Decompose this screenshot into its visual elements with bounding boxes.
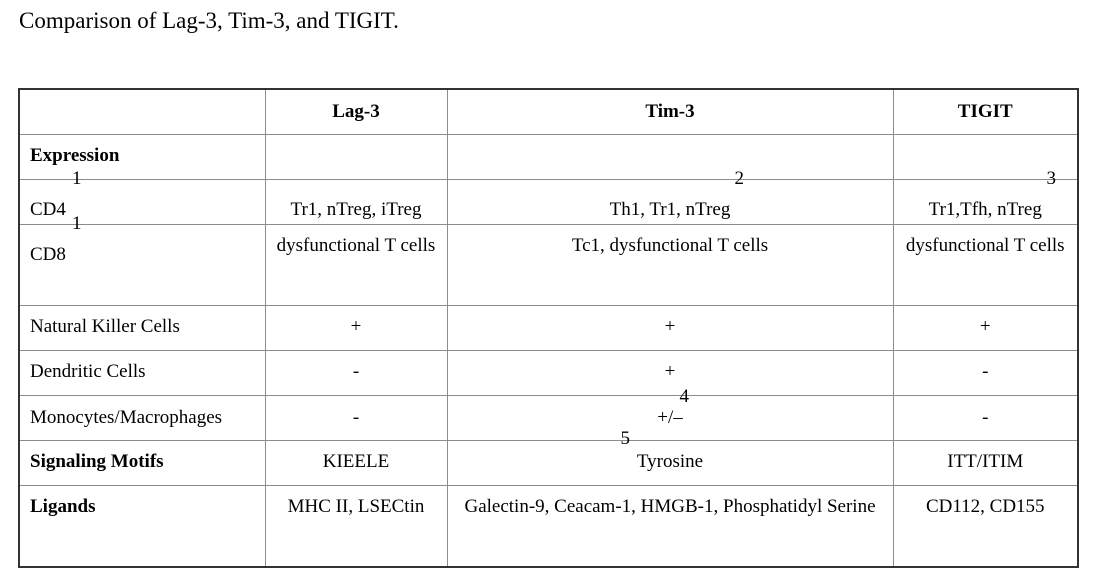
footnote-marker: 1 — [72, 168, 82, 189]
table-row: 1 CD8 dysfunctional T cells Tc1, dysfunc… — [18, 214, 1079, 306]
table-cell: Tr1, nTreg, iTreg — [264, 179, 448, 225]
table-caption: Comparison of Lag-3, Tim-3, and TIGIT. — [19, 8, 399, 33]
row-label-signaling-motifs: Signaling Motifs — [18, 440, 266, 486]
table-cell: MHC II, LSECtin — [264, 485, 448, 568]
row-label-ligands: Ligands — [18, 485, 266, 568]
table-cell: Galectin-9, Ceacam-1, HMGB-1, Phosphatid… — [446, 485, 894, 568]
table-cell: + — [446, 350, 894, 396]
table-row: 1 CD4 Tr1, nTreg, iTreg 2 Th1, Tr1, nTre… — [18, 169, 1079, 225]
table-cell: CD112, CD155 — [892, 485, 1079, 568]
table-cell: 4 +/– — [446, 387, 894, 441]
table-cell: 3 Tr1,Tfh, nTreg — [892, 169, 1079, 225]
header-tigit: TIGIT — [892, 88, 1079, 135]
table-cell: Tc1, dysfunctional T cells — [446, 224, 894, 306]
table-cell: 5 Tyrosine — [446, 429, 894, 486]
row-label-natural-killer-cells: Natural Killer Cells — [18, 305, 266, 351]
table-row: Dendritic Cells - + - — [18, 350, 1079, 396]
header-empty-cell — [18, 88, 266, 135]
table-header-row: Lag-3 Tim-3 TIGIT — [18, 88, 1079, 135]
table-row: Ligands MHC II, LSECtin Galectin-9, Ceac… — [18, 485, 1079, 568]
table-cell: dysfunctional T cells — [264, 224, 448, 306]
header-tim3: Tim-3 — [446, 88, 894, 135]
table-row: Monocytes/Macrophages - 4 +/– - — [18, 387, 1079, 441]
footnote-marker: 3 — [1046, 168, 1057, 189]
table-cell: + — [446, 305, 894, 351]
table-cell: KIEELE — [264, 440, 448, 486]
table-cell: - — [264, 350, 448, 396]
table-cell: dysfunctional T cells — [892, 224, 1079, 306]
header-lag3: Lag-3 — [264, 88, 448, 135]
row-label-expression: Expression — [18, 134, 266, 180]
table-cell: ITT/ITIM — [892, 440, 1079, 486]
row-label-cd8: 1 CD8 — [18, 214, 266, 306]
table-cell: 2 Th1, Tr1, nTreg — [446, 169, 894, 225]
footnote-marker: 2 — [734, 168, 745, 189]
table-cell: - — [264, 395, 448, 441]
footnote-marker: 5 — [620, 428, 631, 449]
comparison-table: Lag-3 Tim-3 TIGIT Expression 1 CD4 Tr1, … — [18, 88, 1079, 568]
row-label-monocytes-macrophages: Monocytes/Macrophages — [18, 395, 266, 441]
row-label-cd4: 1 CD4 — [18, 169, 266, 225]
table-cell — [446, 134, 894, 180]
table-cell: + — [264, 305, 448, 351]
footnote-marker: 4 — [679, 386, 690, 407]
table-row: Signaling Motifs KIEELE 5 Tyrosine ITT/I… — [18, 429, 1079, 486]
footnote-marker: 1 — [72, 213, 82, 234]
table-row: Natural Killer Cells + + + — [18, 305, 1079, 351]
table-cell: + — [892, 305, 1079, 351]
row-label-dendritic-cells: Dendritic Cells — [18, 350, 266, 396]
table-cell — [264, 134, 448, 180]
table-row: Expression — [18, 134, 1079, 180]
table-cell: - — [892, 350, 1079, 396]
table-cell: - — [892, 395, 1079, 441]
